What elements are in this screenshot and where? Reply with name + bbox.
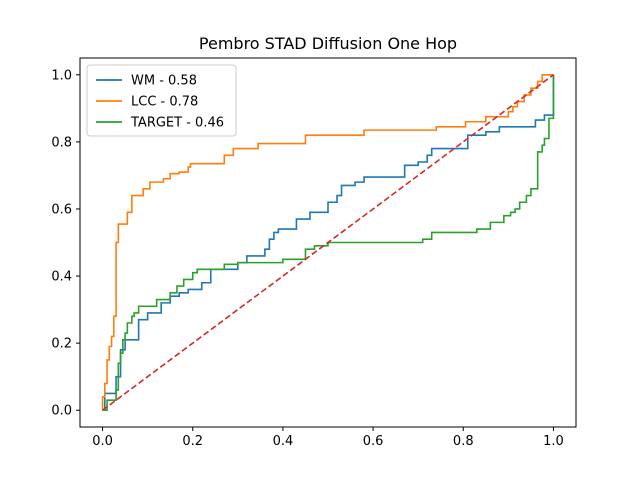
series-line-1 <box>102 74 555 412</box>
plot-area: 0.0 0.2 0.4 0.6 0.8 1.0 0.0 0.2 0.4 0.6 0.8 1.0 WM … <box>51 57 577 449</box>
y-tick-label: 0.6 <box>51 202 72 217</box>
legend-label: TARGET - 0.46 <box>130 116 224 131</box>
legend: WM - 0.58 LCC - 0.78 TARGET - 0.46 <box>86 64 237 137</box>
x-tick-label: 0.8 <box>453 434 474 449</box>
series-line-2 <box>101 73 554 411</box>
legend-box <box>86 64 237 137</box>
axes-frame <box>79 57 577 428</box>
x-tick-label: 0.4 <box>273 434 294 449</box>
legend-label: WM - 0.58 <box>131 74 197 89</box>
x-tick-label: 1.0 <box>543 434 564 449</box>
chance-diagonal-line <box>102 74 554 411</box>
legend-label: LCC - 0.78 <box>131 95 198 110</box>
y-tick-label: 0.4 <box>51 270 72 285</box>
x-tick-label: 0.2 <box>182 434 203 449</box>
x-tick-label: 0.0 <box>92 434 113 449</box>
y-tick-label: 0.8 <box>51 135 72 150</box>
chart-title: Pembro STAD Diffusion One Hop <box>199 34 457 53</box>
series-line-3 <box>102 74 555 412</box>
y-tick-label: 0.2 <box>51 337 72 352</box>
y-tick-label: 0.0 <box>51 404 72 419</box>
y-tick-label: 1.0 <box>51 68 72 83</box>
x-tick-label: 0.6 <box>363 434 384 449</box>
axes-layer: 0.0 0.2 0.4 0.6 0.8 1.0 0.0 0.2 0.4 0.6 0.8 1.0 <box>51 57 577 449</box>
series-layer <box>101 73 555 412</box>
